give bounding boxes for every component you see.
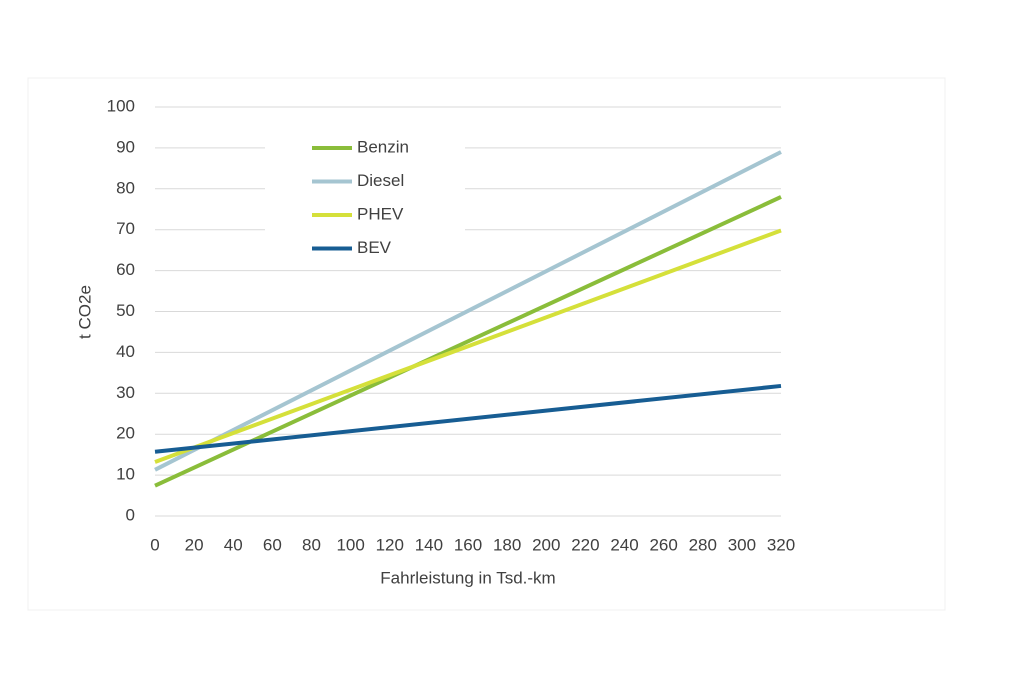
x-tick-label: 160 <box>454 535 482 554</box>
y-tick-label: 30 <box>116 383 135 402</box>
legend-label: Diesel <box>357 171 404 190</box>
y-tick-label: 80 <box>116 178 135 197</box>
x-tick-label: 40 <box>224 535 243 554</box>
chart-panel <box>27 77 946 611</box>
x-tick-label: 120 <box>376 535 404 554</box>
x-tick-label: 320 <box>767 535 795 554</box>
x-tick-label: 200 <box>532 535 560 554</box>
x-tick-label: 0 <box>150 535 159 554</box>
x-tick-label: 220 <box>571 535 599 554</box>
legend-label: PHEV <box>357 204 404 223</box>
x-tick-label: 80 <box>302 535 321 554</box>
x-axis-label: Fahrleistung in Tsd.-km <box>380 568 555 587</box>
y-tick-label: 60 <box>116 260 135 279</box>
y-tick-label: 10 <box>116 465 135 484</box>
x-tick-label: 260 <box>649 535 677 554</box>
x-tick-label: 240 <box>610 535 638 554</box>
y-tick-label: 100 <box>107 96 135 115</box>
x-tick-label: 100 <box>336 535 364 554</box>
x-tick-label: 140 <box>415 535 443 554</box>
x-tick-label: 60 <box>263 535 282 554</box>
series-line <box>154 150 782 472</box>
legend-label: Benzin <box>357 137 409 156</box>
y-tick-label: 40 <box>116 342 135 361</box>
y-tick-label: 70 <box>116 219 135 238</box>
y-tick-label: 0 <box>126 505 135 524</box>
series-line <box>154 195 782 488</box>
y-tick-label: 50 <box>116 301 135 320</box>
x-tick-label: 300 <box>728 535 756 554</box>
x-tick-label: 180 <box>493 535 521 554</box>
legend-box <box>265 130 465 266</box>
legend-label: BEV <box>357 238 392 257</box>
series-line <box>154 228 782 464</box>
y-tick-label: 90 <box>116 137 135 156</box>
x-tick-label: 280 <box>689 535 717 554</box>
y-tick-label: 20 <box>116 424 135 443</box>
x-tick-label: 20 <box>185 535 204 554</box>
y-axis-label: t CO2e <box>75 285 94 339</box>
series-line <box>154 383 782 454</box>
